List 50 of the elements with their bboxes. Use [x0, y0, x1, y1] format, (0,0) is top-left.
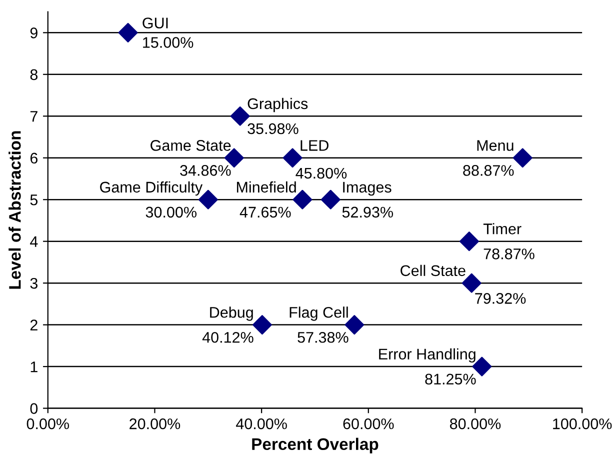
- x-axis-title: Percent Overlap: [252, 438, 378, 454]
- annotation: 34.86%: [180, 165, 231, 176]
- y-tick-label: 6: [30, 152, 38, 164]
- annotation: Error Handling: [379, 348, 476, 363]
- annotation: GUI: [142, 18, 168, 28]
- point: [459, 232, 479, 252]
- point: [282, 148, 302, 168]
- y-tick-label: 0: [30, 403, 38, 414]
- x-tick-label: 80.00%: [450, 418, 501, 430]
- annotation: 81.25%: [425, 374, 476, 385]
- x-tick-label: 100.00%: [553, 418, 612, 430]
- annotation: 78.87%: [484, 248, 534, 260]
- annotation: 52.93%: [342, 206, 394, 218]
- annotation: Game State: [150, 140, 231, 151]
- annotation: Graphics: [248, 98, 308, 112]
- annotation: 40.12%: [202, 332, 254, 343]
- y-tick-label: 2: [30, 320, 38, 330]
- annotation: Flag Cell: [290, 306, 348, 321]
- point: [512, 148, 532, 168]
- x-tick-label: 20.00%: [130, 418, 180, 430]
- annotation: Timer: [483, 223, 522, 234]
- annotation: 88.87%: [463, 165, 514, 176]
- annotation: 15.00%: [143, 37, 194, 48]
- point: [118, 22, 138, 42]
- annotation: LED: [300, 140, 328, 151]
- annotation: 57.38%: [298, 332, 348, 343]
- point: [252, 315, 272, 335]
- annotation: Cell State: [400, 264, 466, 276]
- annotation: Menu: [477, 140, 514, 151]
- annotation: Images: [343, 182, 392, 196]
- y-axis-title: Level of Abstraction: [8, 131, 21, 289]
- annotation: Debug: [210, 306, 253, 321]
- annotation: 45.80%: [296, 168, 347, 179]
- point: [320, 190, 340, 210]
- x-tick-label: 0.00%: [26, 418, 70, 430]
- annotation: Minefield: [236, 181, 296, 193]
- annotation: 47.65%: [240, 206, 291, 218]
- x-tick-label: 40.00%: [236, 418, 287, 430]
- y-tick-label: 5: [30, 194, 38, 206]
- annotation: 79.32%: [475, 293, 526, 304]
- annotation: 35.98%: [248, 123, 298, 134]
- y-tick-label: 4: [30, 236, 38, 247]
- annotation: 30.00%: [146, 206, 196, 218]
- y-tick-label: 1: [30, 362, 38, 372]
- y-tick-label: 9: [30, 28, 38, 38]
- x-tick-label: 60.00%: [343, 418, 394, 430]
- y-tick-label: 7: [30, 111, 38, 122]
- annotation: Game Difficulty: [100, 181, 203, 196]
- y-tick-label: 8: [30, 69, 38, 80]
- y-tick-label: 3: [30, 278, 38, 289]
